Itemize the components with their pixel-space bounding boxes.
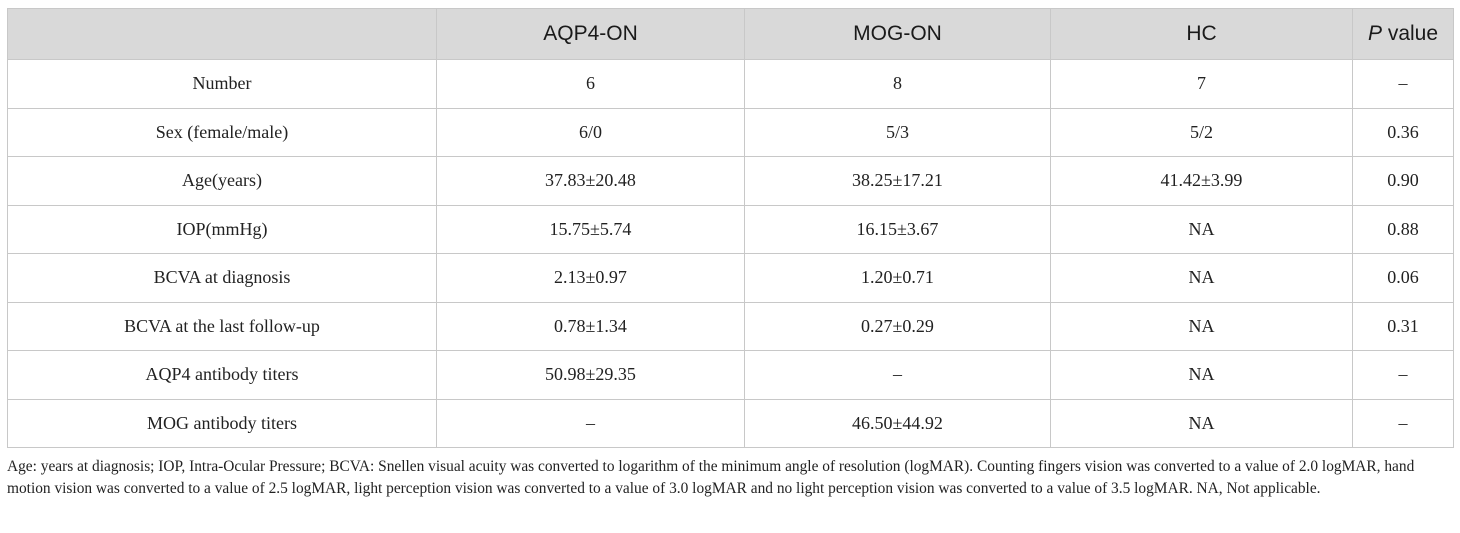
aqp4-on-cell: 37.83±20.48 [436, 156, 745, 206]
table-row: IOP(mmHg) 15.75±5.74 16.15±3.67 NA 0.88 [7, 204, 1454, 254]
hc-cell: NA [1050, 398, 1353, 448]
header-cell-hc: HC [1050, 8, 1353, 60]
table-row: BCVA at the last follow-up 0.78±1.34 0.2… [7, 301, 1454, 351]
mog-on-cell: 16.15±3.67 [744, 204, 1051, 254]
demographics-table: AQP4-ON MOG-ON HC P value Number 6 8 7 –… [7, 8, 1454, 448]
mog-on-cell: 46.50±44.92 [744, 398, 1051, 448]
hc-cell: 5/2 [1050, 107, 1353, 157]
mog-on-cell: 5/3 [744, 107, 1051, 157]
aqp4-on-cell: 6 [436, 59, 745, 109]
row-label: IOP(mmHg) [7, 204, 437, 254]
aqp4-on-cell: 0.78±1.34 [436, 301, 745, 351]
hc-cell: NA [1050, 253, 1353, 303]
header-cell-aqp4-on: AQP4-ON [436, 8, 745, 60]
hc-cell: 41.42±3.99 [1050, 156, 1353, 206]
p-value-cell: 0.90 [1352, 156, 1454, 206]
table-row: BCVA at diagnosis 2.13±0.97 1.20±0.71 NA… [7, 253, 1454, 303]
header-cell-mog-on: MOG-ON [744, 8, 1051, 60]
hc-cell: NA [1050, 301, 1353, 351]
aqp4-on-cell: 15.75±5.74 [436, 204, 745, 254]
mog-on-cell: 8 [744, 59, 1051, 109]
header-cell-blank [7, 8, 437, 60]
aqp4-on-cell: 6/0 [436, 107, 745, 157]
table-row: Number 6 8 7 – [7, 59, 1454, 109]
mog-on-cell: – [744, 350, 1051, 400]
row-label: BCVA at diagnosis [7, 253, 437, 303]
row-label: Number [7, 59, 437, 109]
p-value-cell: – [1352, 398, 1454, 448]
table-footnote: Age: years at diagnosis; IOP, Intra-Ocul… [7, 458, 1415, 497]
aqp4-on-cell: 50.98±29.35 [436, 350, 745, 400]
table-row: Age(years) 37.83±20.48 38.25±17.21 41.42… [7, 156, 1454, 206]
aqp4-on-cell: 2.13±0.97 [436, 253, 745, 303]
table-row: AQP4 antibody titers 50.98±29.35 – NA – [7, 350, 1454, 400]
header-row: AQP4-ON MOG-ON HC P value [7, 8, 1454, 60]
hc-cell: NA [1050, 350, 1353, 400]
row-label: MOG antibody titers [7, 398, 437, 448]
p-value-cell: 0.88 [1352, 204, 1454, 254]
p-italic: P [1367, 22, 1382, 45]
p-rest: value [1381, 22, 1439, 45]
row-label: AQP4 antibody titers [7, 350, 437, 400]
p-value-cell: 0.31 [1352, 301, 1454, 351]
table-row: MOG antibody titers – 46.50±44.92 NA – [7, 398, 1454, 448]
p-value-cell: – [1352, 350, 1454, 400]
row-label: Sex (female/male) [7, 107, 437, 157]
p-value-cell: – [1352, 59, 1454, 109]
row-label: Age(years) [7, 156, 437, 206]
p-value-cell: 0.36 [1352, 107, 1454, 157]
hc-cell: 7 [1050, 59, 1353, 109]
hc-cell: NA [1050, 204, 1353, 254]
mog-on-cell: 0.27±0.29 [744, 301, 1051, 351]
p-value-cell: 0.06 [1352, 253, 1454, 303]
header-cell-p-value: P value [1352, 8, 1454, 60]
demographics-table-container: AQP4-ON MOG-ON HC P value Number 6 8 7 –… [7, 8, 1454, 448]
mog-on-cell: 1.20±0.71 [744, 253, 1051, 303]
aqp4-on-cell: – [436, 398, 745, 448]
mog-on-cell: 38.25±17.21 [744, 156, 1051, 206]
row-label: BCVA at the last follow-up [7, 301, 437, 351]
table-row: Sex (female/male) 6/0 5/3 5/2 0.36 [7, 107, 1454, 157]
